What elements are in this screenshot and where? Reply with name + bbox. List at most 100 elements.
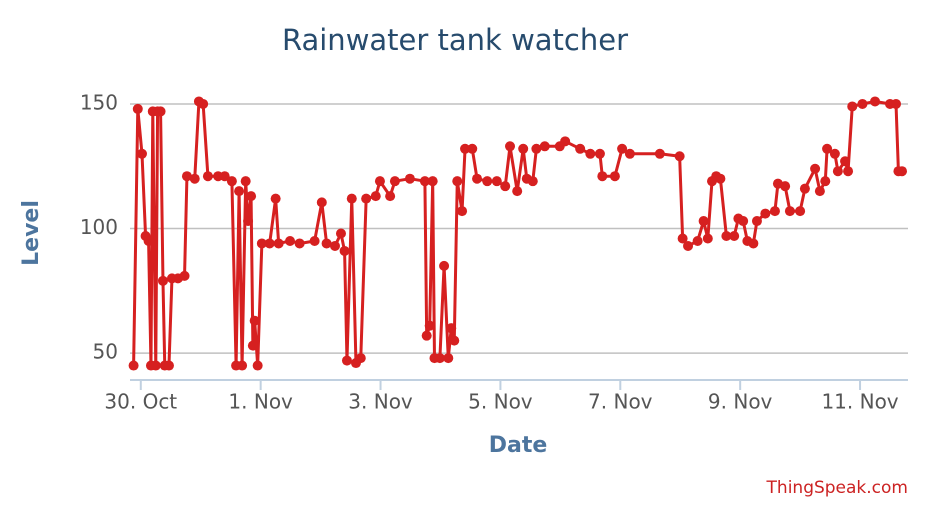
data-point <box>575 143 586 154</box>
data-point <box>294 238 305 249</box>
data-point <box>256 238 267 249</box>
data-point <box>128 360 139 371</box>
data-point <box>385 191 396 202</box>
data-point <box>335 228 346 239</box>
chart-title: Rainwater tank watcher <box>282 23 628 57</box>
data-point <box>370 191 381 202</box>
x-tick-label: 7. Nov <box>588 390 653 414</box>
data-point <box>748 238 759 249</box>
data-point <box>143 235 154 246</box>
data-point <box>897 166 908 177</box>
data-point <box>202 171 213 182</box>
x-tick-label: 1. Nov <box>228 390 293 414</box>
data-point <box>246 191 257 202</box>
data-point <box>769 206 780 217</box>
data-point <box>500 181 511 192</box>
data-point <box>822 143 833 154</box>
data-point <box>155 106 166 117</box>
data-point <box>419 176 430 187</box>
data-point <box>467 143 478 154</box>
data-point <box>729 230 740 241</box>
data-point <box>234 186 245 197</box>
data-point <box>677 233 688 244</box>
x-tick-label: 5. Nov <box>468 390 533 414</box>
x-axis-title: Date <box>489 433 548 458</box>
data-point <box>421 330 432 341</box>
data-point <box>505 141 516 152</box>
data-point <box>829 148 840 159</box>
data-point <box>624 148 635 159</box>
data-point <box>136 148 147 159</box>
data-point <box>654 148 665 159</box>
data-point <box>491 176 502 187</box>
data-point <box>715 173 726 184</box>
data-point <box>132 103 143 114</box>
data-point <box>751 216 762 227</box>
data-point <box>784 206 795 217</box>
data-point <box>452 176 463 187</box>
data-point <box>449 335 460 346</box>
credits: ThingSpeak.com <box>766 478 908 498</box>
data-point <box>698 216 709 227</box>
data-point <box>472 173 483 184</box>
data-point <box>594 148 605 159</box>
data-point <box>847 101 858 112</box>
data-point <box>560 136 571 147</box>
data-point <box>179 270 190 281</box>
data-point <box>457 206 468 217</box>
data-point <box>163 360 174 371</box>
data-point <box>237 360 248 371</box>
data-point <box>820 176 831 187</box>
data-point <box>795 206 806 217</box>
data-point <box>539 141 550 152</box>
data-point <box>810 163 821 174</box>
data-point <box>434 353 445 364</box>
data-point <box>252 360 263 371</box>
data-point <box>249 315 260 326</box>
data-point <box>446 323 457 334</box>
data-point <box>270 193 281 204</box>
data-point <box>460 143 471 154</box>
data-point <box>243 216 254 227</box>
data-line <box>132 99 903 368</box>
data-point <box>870 96 881 107</box>
data-point <box>355 353 366 364</box>
data-point <box>198 98 209 109</box>
data-point <box>799 183 810 194</box>
data-point <box>374 176 385 187</box>
data-point <box>157 275 168 286</box>
data-point <box>316 197 327 208</box>
data-point <box>285 235 296 246</box>
x-tick-label: 9. Nov <box>708 390 773 414</box>
y-tick-label: 50 <box>93 340 118 364</box>
y-axis-title: Level <box>19 200 44 266</box>
data-point <box>273 238 284 249</box>
data-point <box>443 353 454 364</box>
x-tick-label: 30. Oct <box>104 390 177 414</box>
data-point <box>843 166 854 177</box>
data-point <box>609 171 620 182</box>
data-point <box>226 176 237 187</box>
data-point <box>404 173 415 184</box>
data-point <box>482 176 493 187</box>
data-point <box>346 193 357 204</box>
data-point <box>891 98 902 109</box>
data-point <box>780 181 791 192</box>
data-point <box>321 238 332 249</box>
data-point <box>339 245 350 256</box>
data-point <box>389 176 400 187</box>
data-point <box>683 240 694 251</box>
data-point <box>518 143 529 154</box>
data-point <box>264 238 275 249</box>
data-point <box>597 171 608 182</box>
x-tick-label: 3. Nov <box>348 390 413 414</box>
data-point <box>674 151 685 162</box>
data-point <box>181 171 192 182</box>
data-point <box>692 235 703 246</box>
data-point <box>219 171 230 182</box>
data-point <box>512 186 523 197</box>
data-point <box>617 143 628 154</box>
y-tick-label: 100 <box>80 215 118 239</box>
data-point <box>341 355 352 366</box>
data-point <box>840 156 851 167</box>
